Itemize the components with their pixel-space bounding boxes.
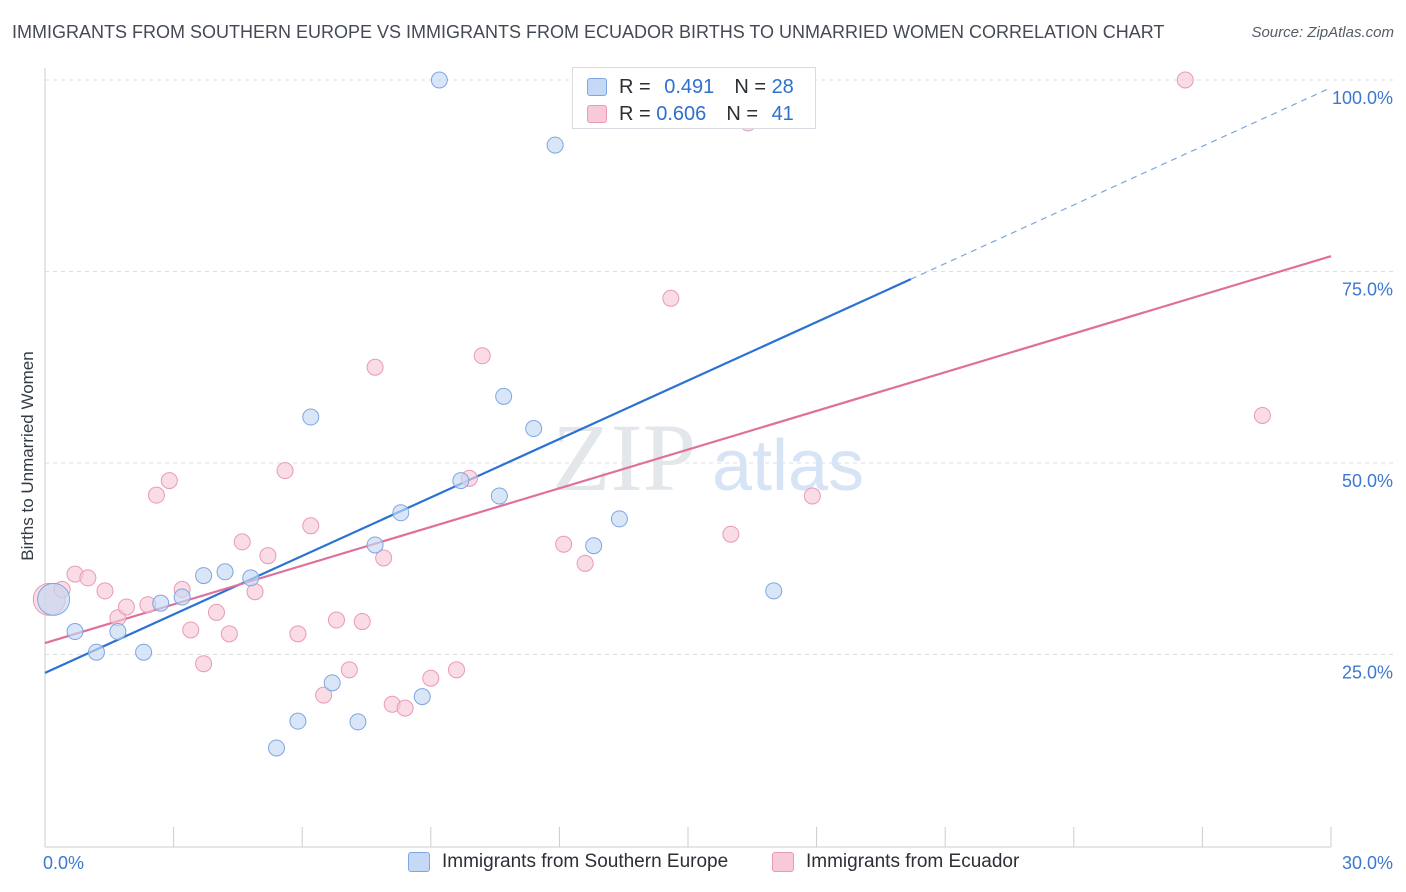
point-southern-europe	[152, 594, 170, 612]
point-southern-europe	[525, 420, 543, 438]
point-southern-europe	[195, 567, 213, 585]
point-ecuador	[289, 625, 307, 643]
point-southern-europe	[109, 623, 127, 641]
point-ecuador	[803, 487, 821, 505]
point-ecuador	[375, 549, 393, 567]
r-value: 0.491	[664, 75, 715, 98]
n-label: N =	[726, 102, 758, 125]
n-label: N =	[734, 75, 766, 98]
n-value: 28	[771, 75, 794, 98]
point-southern-europe	[495, 387, 513, 405]
series-legend: Immigrants from Southern Europe Immigran…	[0, 851, 1406, 877]
point-southern-europe	[765, 582, 783, 600]
point-ecuador	[160, 472, 178, 490]
axes-layer	[44, 68, 1332, 848]
point-ecuador	[96, 582, 114, 600]
stats-legend-row-ecuador: R = 0.606 N = 41	[587, 102, 794, 126]
point-ecuador	[722, 525, 740, 543]
point-ecuador	[117, 598, 135, 616]
trendline-southern-europe-extension	[910, 87, 1332, 280]
legend-label: Immigrants from Southern Europe	[442, 851, 729, 872]
ticklabel-layer: 25.0% 50.0% 75.0% 100.0% 0.0% 30.0%	[43, 88, 1393, 873]
point-southern-europe	[135, 643, 153, 661]
point-southern-europe	[289, 712, 307, 730]
point-ecuador	[182, 621, 200, 639]
point-southern-europe	[216, 563, 234, 581]
point-ecuador	[79, 569, 97, 587]
point-southern-europe	[267, 739, 285, 757]
stats-legend-row-southern-europe: R = 0.491 N = 28	[587, 75, 794, 99]
point-southern-europe	[413, 688, 431, 706]
pink-swatch	[772, 852, 794, 872]
point-southern-europe	[66, 623, 84, 641]
x-tick-label: 30.0%	[1342, 853, 1393, 873]
point-ecuador	[662, 289, 680, 307]
point-ecuador	[340, 661, 358, 679]
point-southern-europe	[490, 487, 508, 505]
point-southern-europe	[242, 569, 260, 587]
chart-title: IMMIGRANTS FROM SOUTHERN EUROPE VS IMMIG…	[12, 22, 1165, 42]
point-southern-europe	[173, 588, 191, 606]
r-value: 0.606	[656, 102, 707, 125]
point-ecuador	[315, 686, 333, 704]
legend-item-southern-europe: Immigrants from Southern Europe	[408, 851, 728, 873]
r-label: R =	[619, 75, 651, 98]
chart-source: Source: ZipAtlas.com	[1251, 24, 1394, 41]
y-tick-label: 25.0%	[1342, 663, 1393, 683]
point-ecuador	[1253, 407, 1271, 425]
point-ecuador	[396, 699, 414, 717]
point-ecuador	[422, 669, 440, 687]
point-southern-europe	[392, 504, 410, 522]
point-ecuador	[353, 613, 371, 631]
n-value: 41	[771, 102, 794, 125]
point-southern-europe	[366, 536, 384, 554]
point-ecuador	[195, 655, 213, 673]
watermark: ZIP atlas	[552, 404, 864, 511]
point-ecuador	[576, 554, 594, 572]
point-southern-europe	[546, 136, 564, 154]
point-ecuador	[259, 547, 277, 565]
point-southern-europe	[349, 713, 367, 731]
point-ecuador	[327, 611, 345, 629]
blue-swatch	[408, 852, 430, 872]
y-axis-label: Births to Unmarried Women	[18, 351, 37, 560]
x-tick-label: 0.0%	[43, 853, 84, 873]
legend-item-ecuador: Immigrants from Ecuador	[772, 851, 1019, 873]
point-southern-europe	[302, 408, 320, 426]
trend-layer	[44, 87, 1332, 674]
y-tick-label: 50.0%	[1342, 471, 1393, 491]
y-tick-label: 75.0%	[1342, 280, 1393, 300]
pink-swatch	[587, 105, 607, 123]
trendline-southern-europe	[44, 278, 912, 674]
point-ecuador	[448, 661, 466, 679]
point-ecuador	[233, 533, 251, 551]
point-ecuador	[302, 517, 320, 535]
y-tick-label: 100.0%	[1332, 88, 1393, 108]
point-ecuador	[1176, 71, 1194, 89]
legend-label: Immigrants from Ecuador	[806, 851, 1020, 872]
point-southern-europe	[323, 674, 341, 692]
watermark-zip: ZIP	[552, 404, 696, 511]
point-ecuador	[473, 347, 491, 365]
point-ecuador	[276, 462, 294, 480]
point-southern-europe	[610, 510, 628, 528]
point-southern-europe	[585, 537, 603, 555]
point-southern-europe	[430, 71, 448, 89]
point-ecuador	[366, 358, 384, 376]
blue-swatch	[587, 78, 607, 96]
point-ecuador	[147, 486, 165, 504]
point-southern-europe	[452, 472, 470, 490]
point-southern-europe	[37, 582, 71, 616]
point-ecuador	[220, 625, 238, 643]
point-ecuador	[207, 603, 225, 621]
watermark-atlas: atlas	[712, 426, 864, 506]
stats-legend: R = 0.491 N = 28 R = 0.606 N = 41	[572, 67, 816, 129]
trendline-ecuador	[44, 255, 1332, 645]
point-ecuador	[555, 535, 573, 553]
point-southern-europe	[87, 643, 105, 661]
r-label: R =	[619, 102, 651, 125]
